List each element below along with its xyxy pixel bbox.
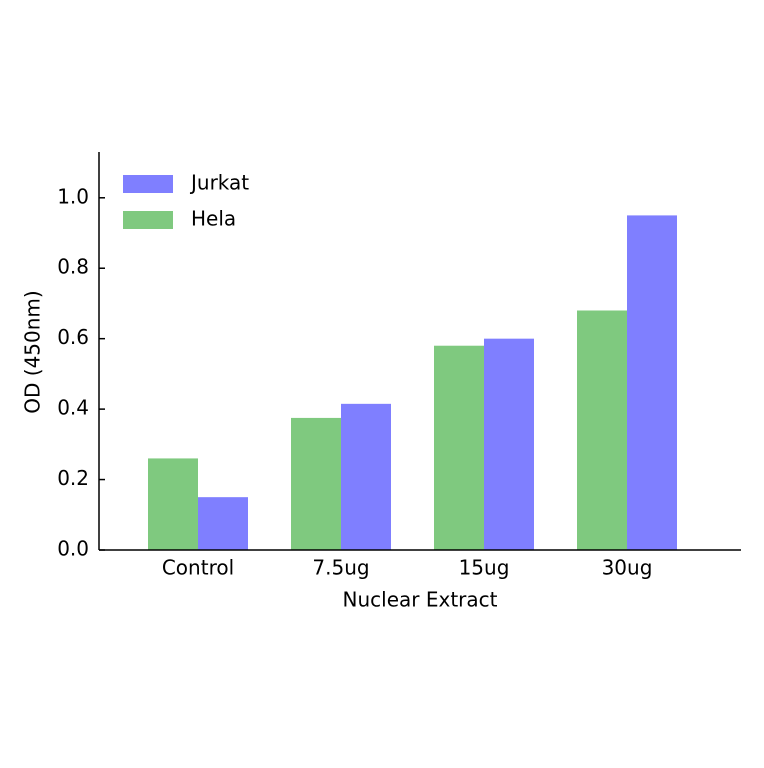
y-tick-label: 1.0 xyxy=(57,184,89,208)
y-tick-label: 0.4 xyxy=(57,396,89,420)
legend-label: Hela xyxy=(191,207,236,231)
bar xyxy=(148,458,198,550)
bar xyxy=(627,215,677,550)
bar xyxy=(484,338,534,550)
legend-label: Jurkat xyxy=(189,171,249,195)
bar xyxy=(434,345,484,550)
y-tick-label: 0.0 xyxy=(57,537,89,561)
x-tick-label: 15ug xyxy=(459,556,510,580)
legend-swatch xyxy=(123,175,173,193)
y-tick-label: 0.6 xyxy=(57,325,89,349)
x-tick-label: 7.5ug xyxy=(312,556,369,580)
y-axis-label: OD (450nm) xyxy=(21,290,45,413)
bar xyxy=(577,310,627,550)
y-tick-label: 0.8 xyxy=(57,255,89,279)
x-axis-label: Nuclear Extract xyxy=(343,588,498,612)
bar xyxy=(341,403,391,550)
y-tick-label: 0.2 xyxy=(57,466,89,490)
x-tick-label: 30ug xyxy=(602,556,653,580)
x-tick-label: Control xyxy=(162,556,234,580)
bar xyxy=(198,497,248,550)
bar xyxy=(291,417,341,550)
legend-swatch xyxy=(123,211,173,229)
